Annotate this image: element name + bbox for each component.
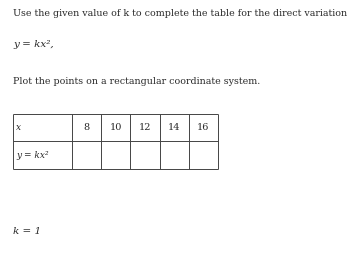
Text: x: x [16,123,21,132]
Text: y = kx²: y = kx² [16,151,49,160]
Text: Use the given value of k to complete the table for the direct variation model: Use the given value of k to complete the… [13,9,350,18]
Text: 8: 8 [83,123,90,132]
Text: 12: 12 [139,123,151,132]
Text: k = 1: k = 1 [13,227,41,236]
Text: 10: 10 [110,123,122,132]
Text: Plot the points on a rectangular coordinate system.: Plot the points on a rectangular coordin… [13,77,260,86]
Text: 16: 16 [197,123,210,132]
Text: y = kx²,: y = kx², [13,40,54,49]
Text: 14: 14 [168,123,181,132]
